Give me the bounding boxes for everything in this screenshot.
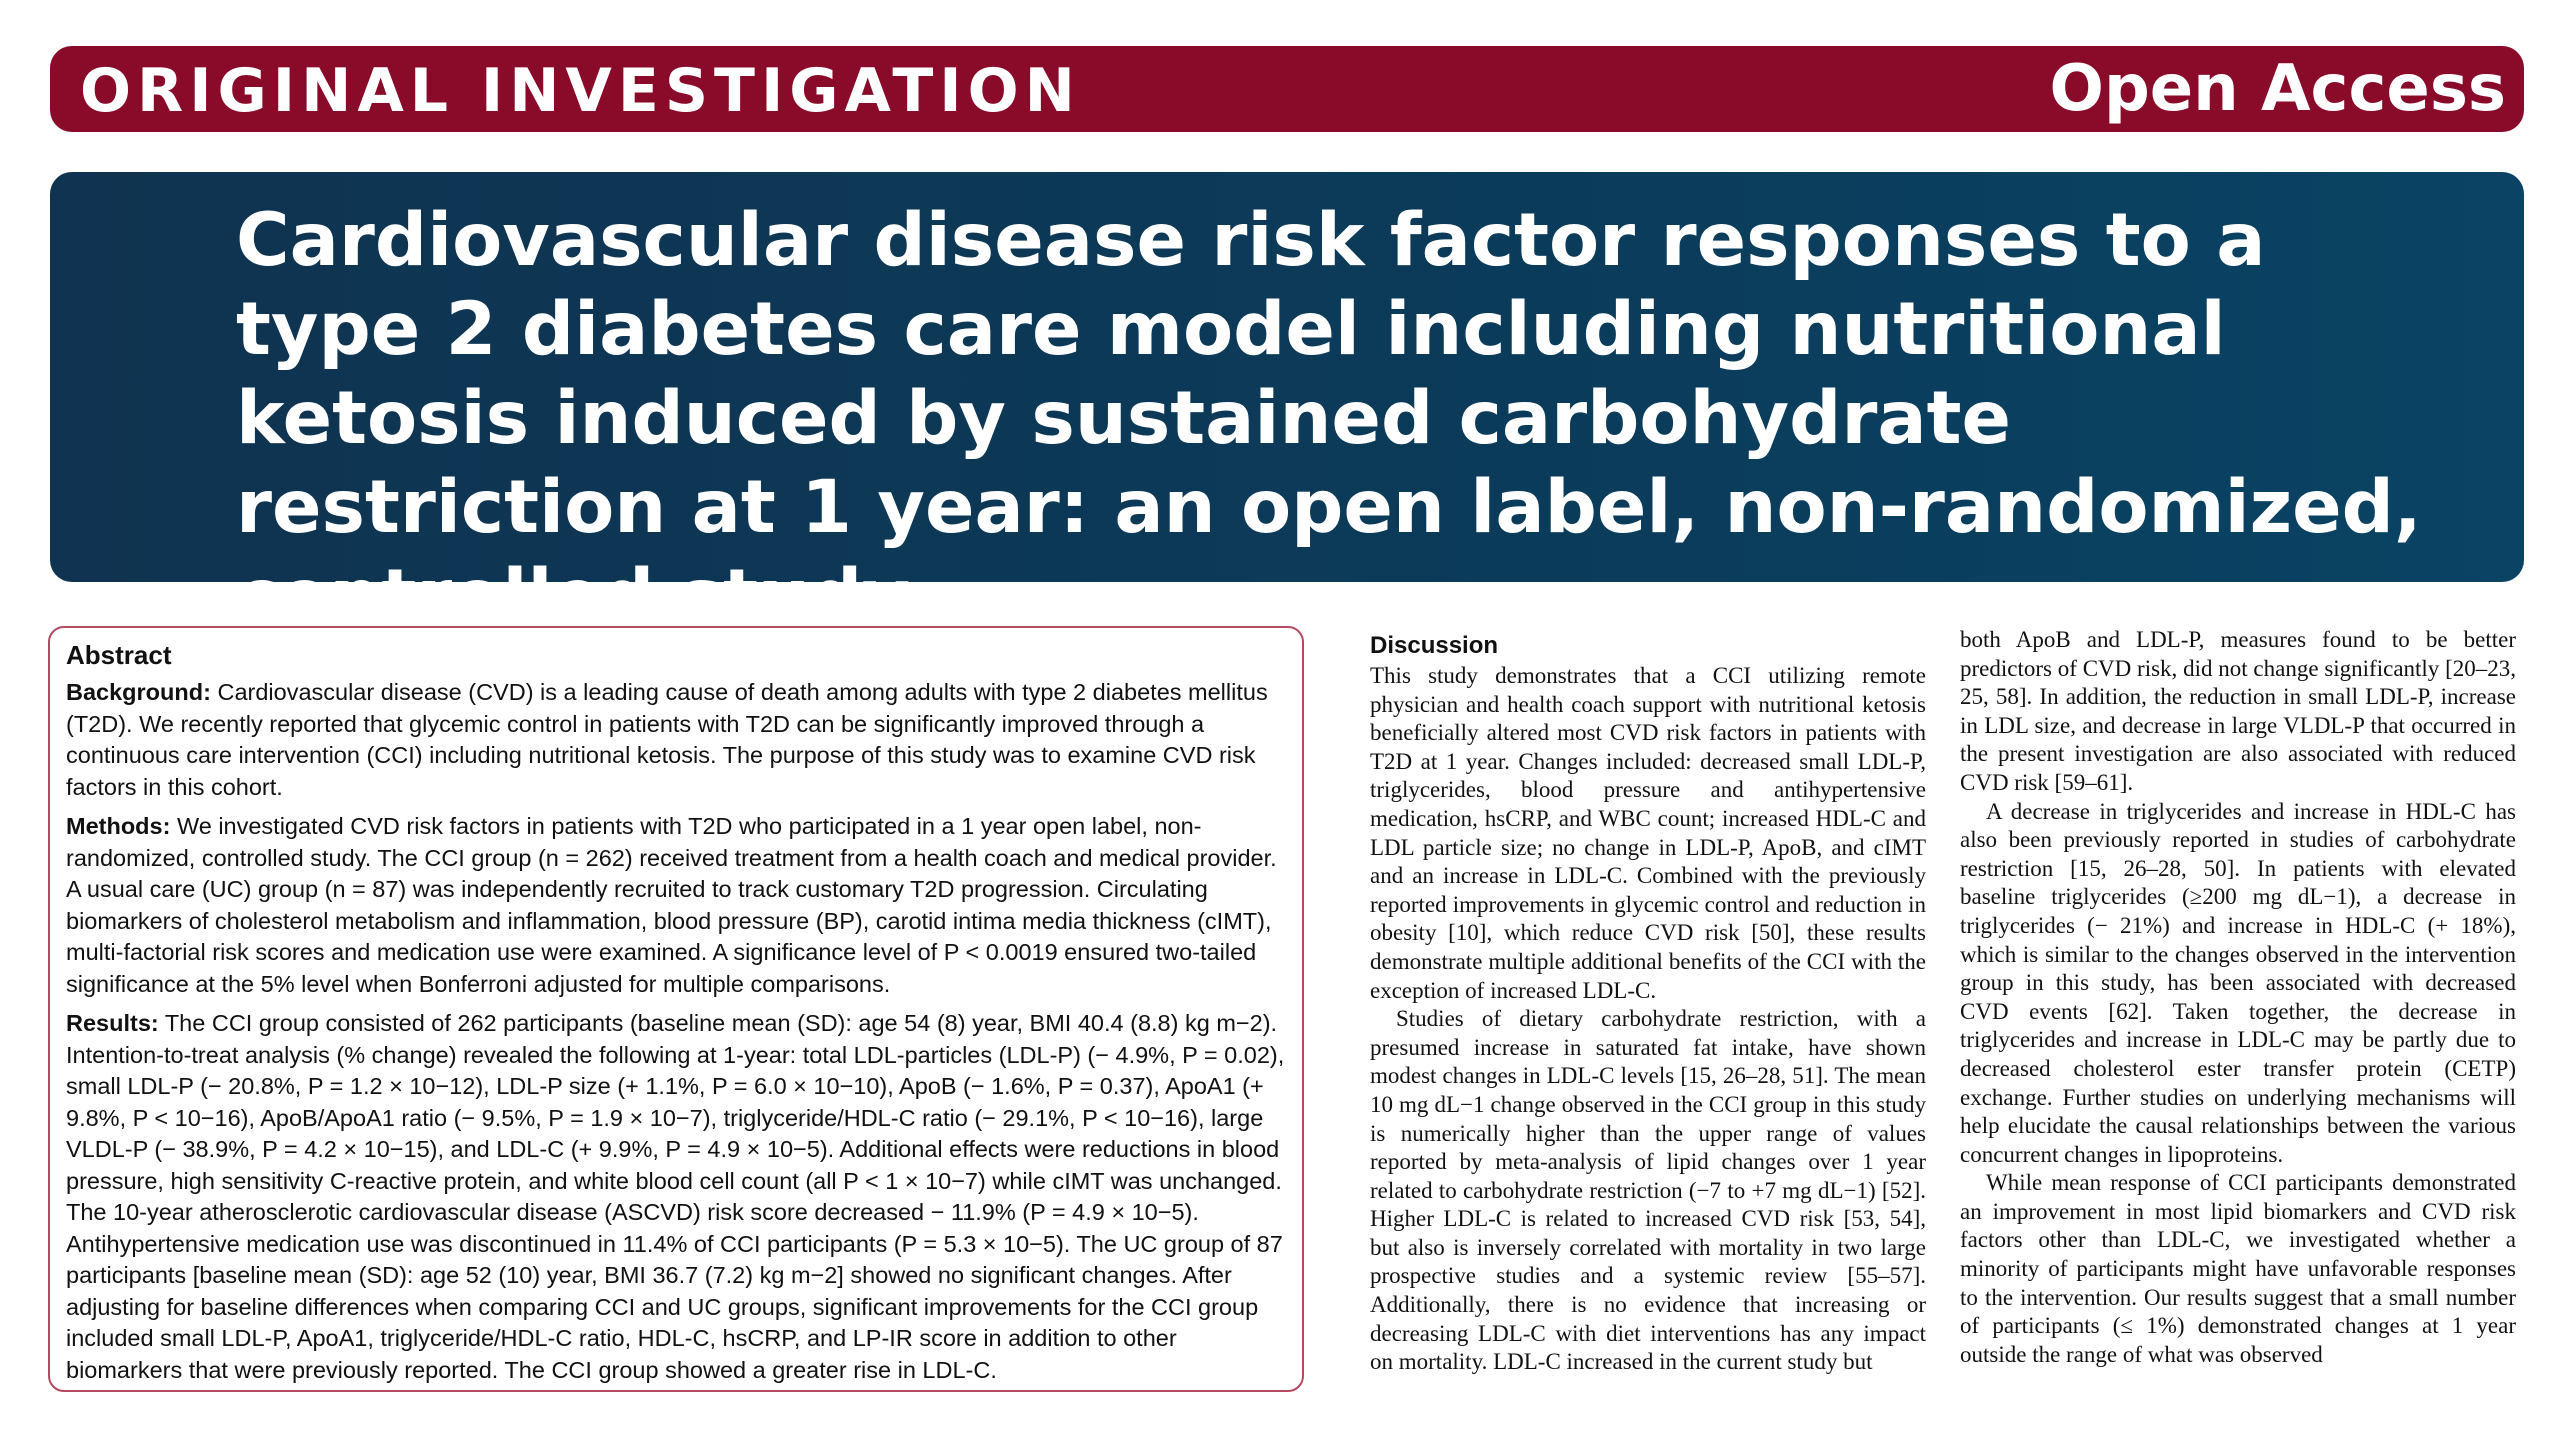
background-text: Cardiovascular disease (CVD) is a leadin…: [66, 679, 1268, 800]
background-label: Background:: [66, 679, 211, 705]
discussion-paragraph-2: Studies of dietary carbohydrate restrict…: [1370, 1006, 1926, 1375]
discussion-paragraph-1: This study demonstrates that a CCI utili…: [1370, 663, 1926, 1003]
abstract-results: Results: The CCI group consisted of 262 …: [66, 1008, 1286, 1386]
abstract-background: Background: Cardiovascular disease (CVD)…: [66, 677, 1286, 803]
abstract-heading: Abstract: [66, 640, 172, 670]
discussion-paragraph-5: While mean response of CCI participants …: [1960, 1170, 2516, 1367]
methods-text: We investigated CVD risk factors in pati…: [66, 813, 1277, 997]
abstract-methods: Methods: We investigated CVD risk factor…: [66, 811, 1286, 1000]
discussion-paragraph-4: A decrease in triglycerides and increase…: [1960, 798, 2516, 1167]
article-title: Cardiovascular disease risk factor respo…: [236, 198, 2422, 639]
results-text: The CCI group consisted of 262 participa…: [66, 1010, 1285, 1383]
title-box: Cardiovascular disease risk factor respo…: [50, 172, 2524, 639]
open-access-label: Open Access: [2049, 52, 2506, 126]
methods-label: Methods:: [66, 813, 171, 839]
section-banner: ORIGINAL INVESTIGATION Open Access: [50, 46, 2524, 132]
article-type-label: ORIGINAL INVESTIGATION: [80, 56, 1081, 126]
abstract-box: Abstract Background: Cardiovascular dise…: [48, 626, 1304, 1392]
discussion-column-2: both ApoB and LDL-P, measures found to b…: [1960, 626, 2516, 1369]
discussion-column-1: Discussion This study demonstrates that …: [1370, 632, 1926, 1377]
results-label: Results:: [66, 1010, 159, 1036]
discussion-heading: Discussion: [1370, 632, 1499, 659]
discussion-paragraph-3: both ApoB and LDL-P, measures found to b…: [1960, 627, 2516, 795]
